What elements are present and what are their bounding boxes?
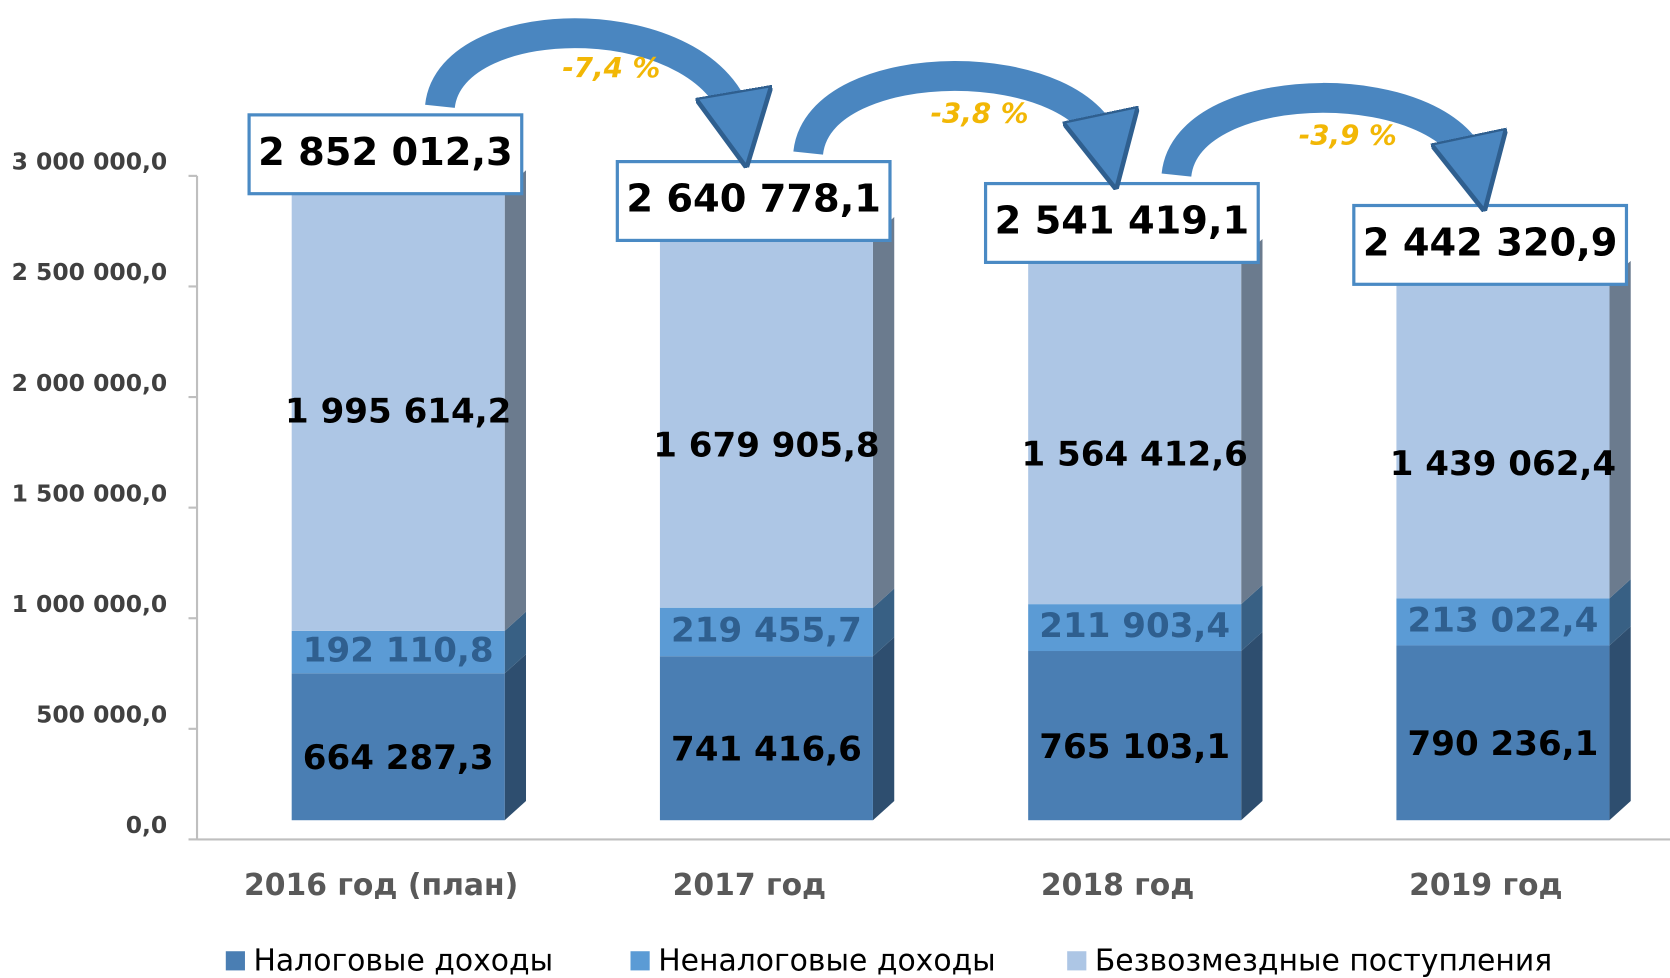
data-label: 765 103,1	[1039, 727, 1230, 767]
arrow	[425, 18, 740, 129]
total-box	[983, 181, 1260, 264]
y-tick-label: 3 000 000,0	[12, 148, 168, 176]
y-tick-label: 2 500 000,0	[12, 258, 168, 286]
bar	[659, 607, 873, 657]
data-label: 1 564 412,6	[1021, 435, 1247, 475]
bar	[1396, 280, 1610, 599]
legend-swatch	[225, 951, 245, 971]
bar	[291, 189, 505, 631]
data-label: 790 236,1	[1408, 724, 1599, 764]
y-tick-label: 1 000 000,0	[12, 590, 168, 618]
bar-segment	[1028, 631, 1263, 821]
bar-segment	[291, 654, 527, 821]
bar-side	[872, 637, 895, 821]
bar-segment	[1396, 579, 1631, 646]
bar	[1028, 258, 1242, 605]
total-label: 2 852 012,3	[258, 130, 513, 175]
legend-label: Безвозмездные поступления	[1095, 943, 1552, 978]
x-tick-label: 2019 год	[1409, 868, 1563, 903]
data-label: 1 995 614,2	[285, 392, 511, 432]
y-tick-label: 0,0	[126, 811, 168, 839]
data-label: 664 287,3	[303, 738, 494, 778]
data-label: 192 110,8	[303, 631, 494, 671]
bar-segment	[659, 216, 895, 608]
total-box	[1352, 203, 1629, 286]
bar-side	[1241, 584, 1263, 652]
total-label: 2 541 419,1	[995, 198, 1250, 243]
bar-side	[1241, 631, 1263, 821]
bar-segment	[659, 637, 895, 821]
legend-swatch	[1067, 951, 1087, 971]
y-tick-label: 1 500 000,0	[12, 479, 168, 507]
data-label: 213 022,4	[1408, 600, 1599, 640]
bar-segment	[1396, 626, 1631, 821]
x-tick-label: 2016 год (план)	[244, 868, 518, 903]
bar-segment	[1028, 584, 1263, 652]
y-tick-label: 500 000,0	[36, 701, 167, 729]
bar-side	[1609, 626, 1631, 821]
arrow	[793, 61, 1108, 153]
x-tick-label: 2017 год	[673, 868, 827, 903]
bar	[1028, 651, 1242, 821]
x-tick-label: 2018 год	[1041, 868, 1195, 903]
bar-segment	[291, 611, 527, 674]
bar-side	[872, 588, 895, 657]
bar	[291, 630, 505, 674]
bar-side	[1609, 260, 1631, 599]
bar-side	[1241, 238, 1263, 605]
bar-segment	[1396, 260, 1631, 599]
bar-side	[504, 611, 527, 674]
change-label: -3,9 %	[1299, 118, 1397, 151]
total-label: 2 442 320,9	[1363, 220, 1618, 265]
data-label: 219 455,7	[671, 610, 862, 650]
data-label: 211 903,4	[1039, 606, 1230, 646]
bar-segment	[1028, 238, 1263, 605]
change-label: -3,8 %	[931, 96, 1029, 129]
bar	[1396, 645, 1610, 821]
bar	[1028, 604, 1242, 652]
data-label: 1 439 062,4	[1390, 444, 1616, 484]
legend-label: Неналоговые доходы	[658, 943, 996, 978]
bar-segment	[291, 170, 527, 631]
legend-swatch	[630, 951, 650, 971]
bar	[659, 236, 873, 608]
data-label: 1 679 905,8	[653, 426, 879, 466]
bar	[291, 673, 505, 821]
y-tick-label: 2 000 000,0	[12, 369, 168, 397]
bar-side	[504, 654, 527, 821]
bar	[659, 656, 873, 821]
bar-side	[504, 170, 527, 631]
bar-segment	[659, 588, 895, 657]
total-box	[615, 160, 892, 243]
data-label: 741 416,6	[671, 730, 862, 770]
legend-label: Налоговые доходы	[253, 943, 553, 978]
total-box	[247, 113, 524, 196]
bar-side	[1609, 579, 1631, 646]
bar	[1396, 598, 1610, 646]
change-label: -7,4 %	[562, 51, 660, 84]
arrow	[1161, 82, 1476, 175]
bar-side	[872, 216, 895, 608]
total-label: 2 640 778,1	[626, 177, 881, 222]
